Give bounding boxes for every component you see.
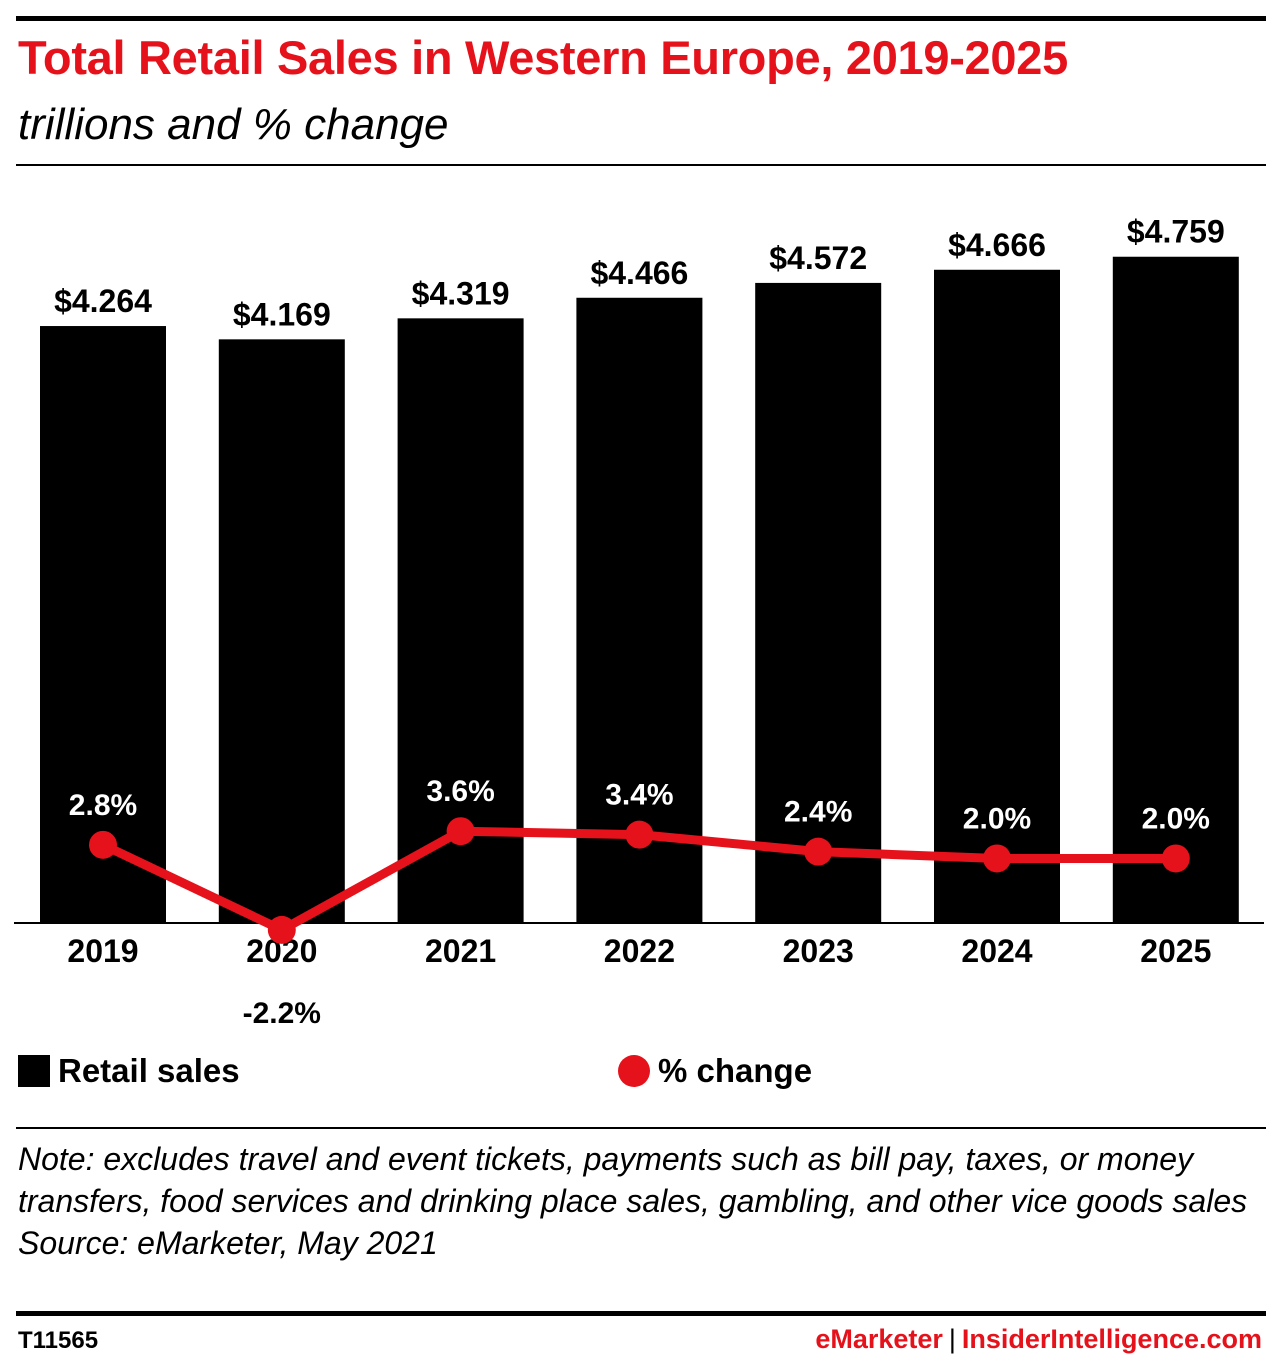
x-tick-2025: 2025 xyxy=(1140,933,1211,969)
pct-point-2020 xyxy=(267,915,296,944)
title-divider xyxy=(16,164,1266,166)
pct-label-2023: 2.4% xyxy=(784,796,852,829)
pct-label-2024: 2.0% xyxy=(963,802,1031,835)
x-tick-2021: 2021 xyxy=(425,933,496,969)
pct-point-2024 xyxy=(983,844,1011,873)
x-tick-labels: 2019 2020 2021 2022 2023 2024 2025 xyxy=(67,933,1211,969)
chart-subtitle: trillions and % change xyxy=(18,100,449,149)
pct-point-2023 xyxy=(804,837,833,866)
bar-2019 xyxy=(40,326,166,923)
chart-id: T11565 xyxy=(18,1327,99,1354)
bar-2025 xyxy=(1112,256,1239,923)
pct-label-2019: 2.8% xyxy=(69,789,137,822)
brand-emarketer: eMarketer xyxy=(815,1324,943,1354)
pct-point-2022 xyxy=(625,820,654,849)
bar-2022 xyxy=(576,297,703,923)
pct-point-2021 xyxy=(446,817,475,846)
bottom-rule xyxy=(16,1311,1266,1316)
pct-label-2025: 2.0% xyxy=(1142,802,1210,835)
bar-value-label-2021: $4.319 xyxy=(412,275,510,311)
note-divider xyxy=(16,1127,1266,1129)
pct-change-layer: 2.8% -2.2% 3.6% 3.4% 2.4% 2.0% 2.0% xyxy=(69,775,1210,1030)
bar-2024 xyxy=(934,269,1060,923)
bar-value-label-2019: $4.264 xyxy=(54,283,152,319)
legend-dot-swatch xyxy=(618,1055,650,1087)
bar-2023 xyxy=(755,282,882,923)
bar-value-label-2024: $4.666 xyxy=(948,227,1046,263)
bars-layer xyxy=(40,256,1239,924)
legend-pct-change-label: % change xyxy=(658,1052,813,1089)
chart-title: Total Retail Sales in Western Europe, 20… xyxy=(18,31,1068,84)
x-tick-2023: 2023 xyxy=(783,933,854,969)
brand-separator: | xyxy=(948,1324,956,1354)
x-tick-2022: 2022 xyxy=(604,933,675,969)
pct-point-2019 xyxy=(89,830,117,859)
pct-label-2022: 3.4% xyxy=(605,779,673,812)
x-tick-2024: 2024 xyxy=(961,933,1032,969)
combo-chart: $4.264 $4.169 $4.319 $4.466 $4.572 $4.666 $4.7… xyxy=(14,214,1264,1030)
pct-label-2021: 3.6% xyxy=(426,775,494,808)
legend-bar-swatch xyxy=(18,1055,50,1087)
chart-note: Note: excludes travel and event tickets,… xyxy=(18,1138,1268,1264)
legend-retail-sales: Retail sales xyxy=(18,1052,240,1090)
brand-insider-intelligence: InsiderIntelligence.com xyxy=(961,1324,1262,1354)
bar-value-label-2022: $4.466 xyxy=(590,255,688,291)
bar-value-label-2020: $4.169 xyxy=(233,296,331,332)
legend-pct-change: % change xyxy=(618,1052,812,1090)
note-text: Note: excludes travel and event tickets,… xyxy=(18,1141,1248,1219)
bar-2020 xyxy=(218,339,345,924)
source-text: Source: eMarketer, May 2021 xyxy=(18,1225,438,1261)
x-tick-2019: 2019 xyxy=(67,933,138,969)
footer-brand: eMarketer | InsiderIntelligence.com xyxy=(815,1324,1262,1355)
bar-labels-layer: $4.264 $4.169 $4.319 $4.466 $4.572 $4.666 $4.7… xyxy=(54,214,1225,333)
pct-point-2025 xyxy=(1161,844,1190,873)
legend-retail-sales-label: Retail sales xyxy=(58,1052,240,1089)
bar-value-label-2023: $4.572 xyxy=(769,240,867,276)
pct-label-2020: -2.2% xyxy=(243,997,321,1030)
top-rule xyxy=(16,16,1266,21)
bar-value-label-2025: $4.759 xyxy=(1127,214,1225,250)
